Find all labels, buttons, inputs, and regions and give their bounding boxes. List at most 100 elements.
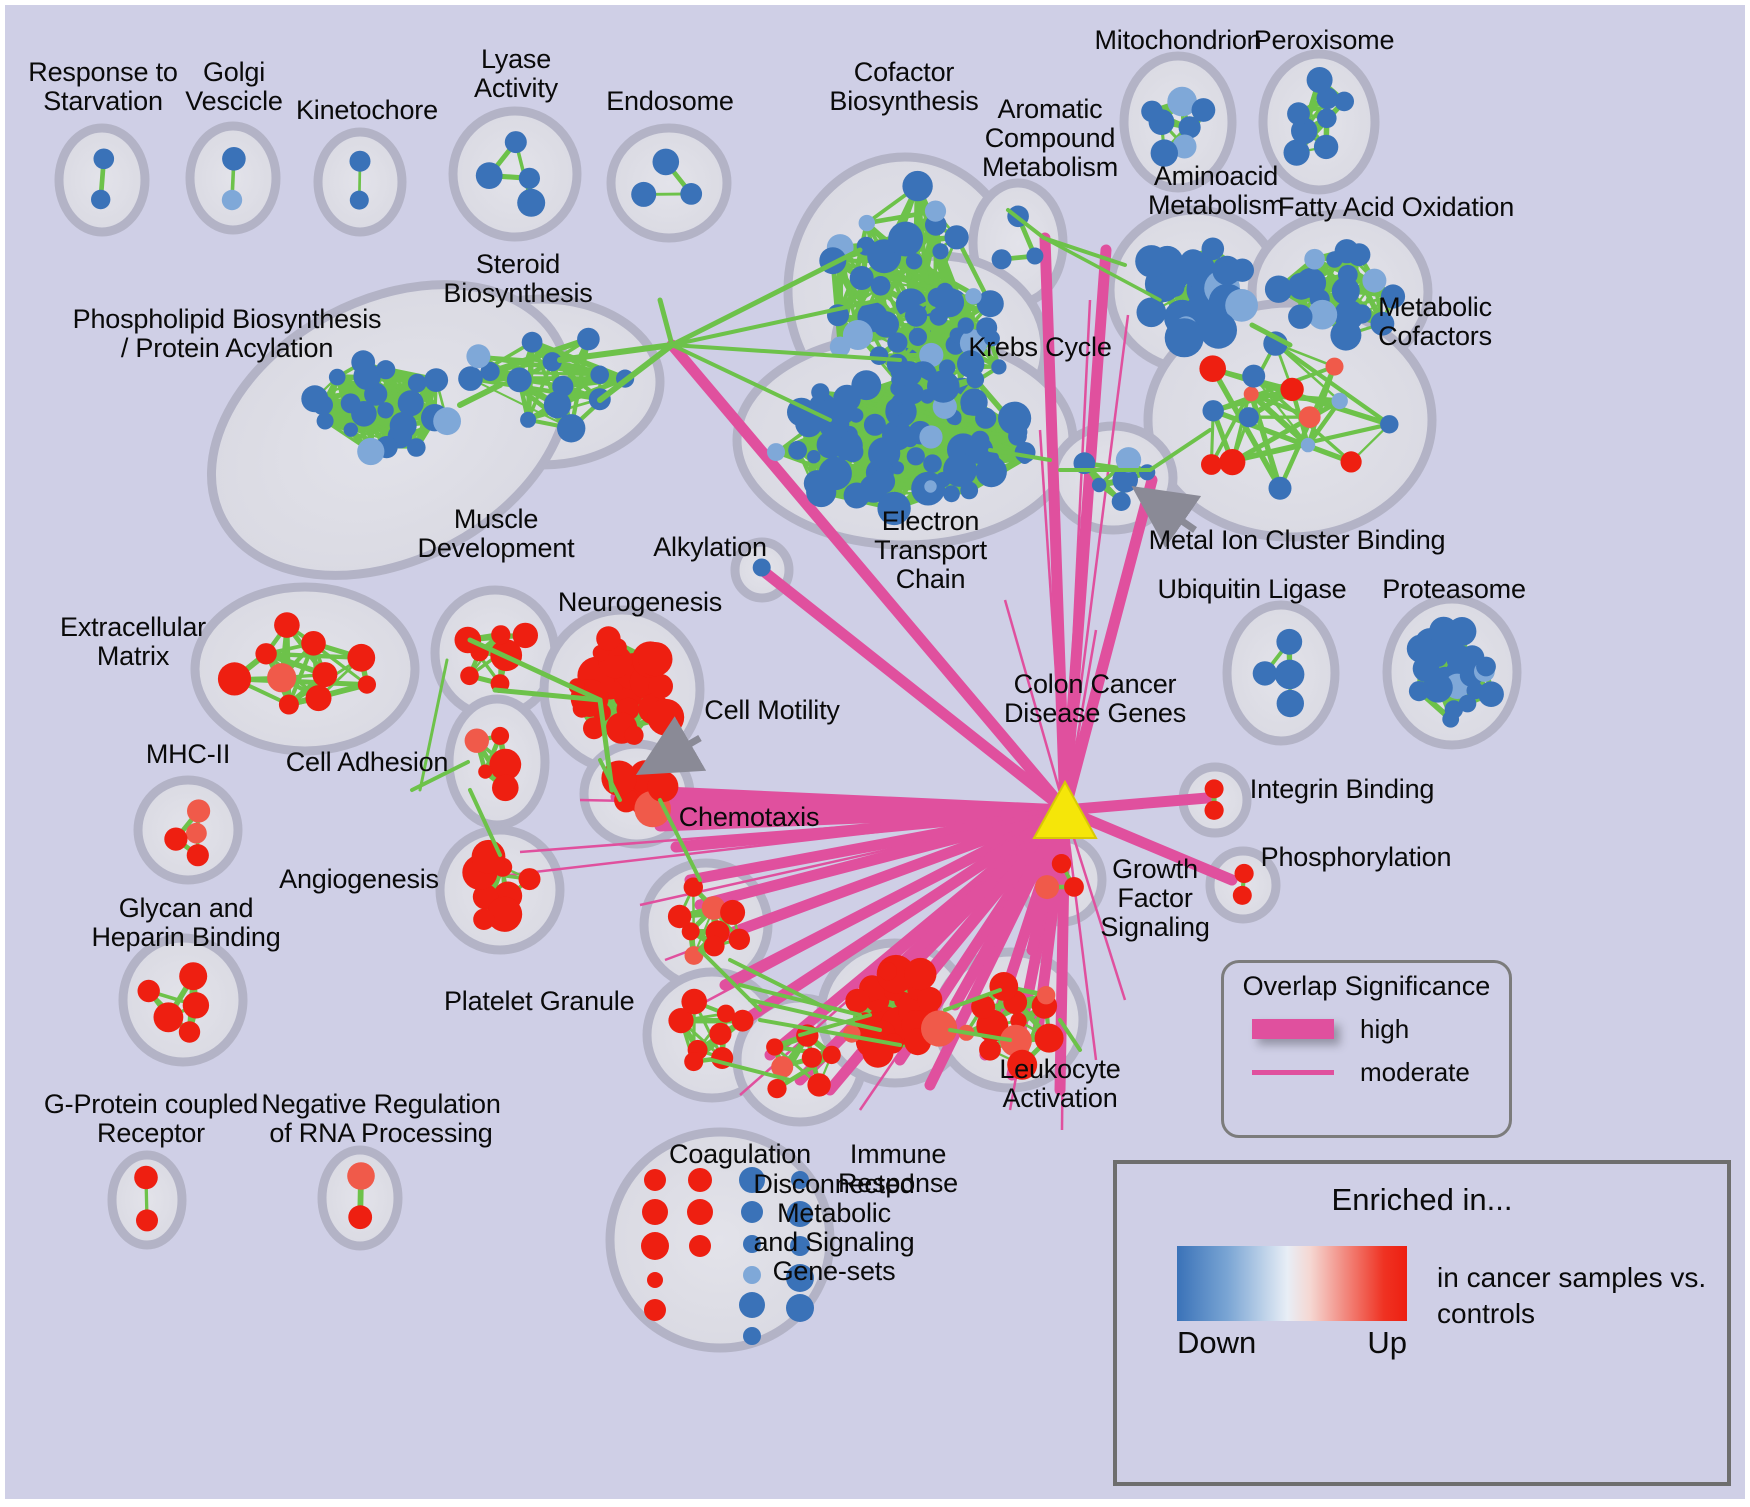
gene-set-node[interactable] (641, 1232, 669, 1260)
gene-set-node[interactable] (489, 748, 522, 781)
gene-set-node[interactable] (134, 1165, 158, 1190)
gene-set-node[interactable] (91, 189, 111, 210)
gene-set-node[interactable] (642, 1199, 668, 1225)
gene-set-node[interactable] (267, 663, 297, 693)
gene-set-node[interactable] (878, 962, 897, 981)
gene-set-node[interactable] (512, 622, 538, 649)
gene-set-node[interactable] (1287, 272, 1315, 300)
gene-set-node[interactable] (869, 346, 889, 366)
gene-set-node[interactable] (1306, 67, 1333, 93)
gene-set-node[interactable] (1180, 249, 1206, 276)
gene-set-node[interactable] (791, 1171, 809, 1189)
gene-set-node[interactable] (788, 440, 807, 460)
gene-set-node[interactable] (504, 131, 527, 154)
gene-set-node[interactable] (728, 928, 750, 950)
gene-set-node[interactable] (301, 631, 326, 656)
gene-set-node[interactable] (767, 1079, 787, 1099)
gene-set-node[interactable] (1201, 454, 1222, 475)
gene-set-node[interactable] (1036, 986, 1056, 1005)
gene-set-node[interactable] (1014, 442, 1036, 463)
gene-set-node[interactable] (1268, 476, 1292, 500)
gene-set-node[interactable] (667, 904, 692, 929)
gene-set-node[interactable] (1330, 319, 1362, 351)
gene-set-node[interactable] (858, 214, 875, 232)
gene-set-node[interactable] (786, 1264, 814, 1292)
gene-set-node[interactable] (543, 391, 572, 419)
gene-set-node[interactable] (927, 287, 948, 308)
gene-set-node[interactable] (407, 438, 426, 457)
gene-set-node[interactable] (849, 266, 874, 290)
gene-set-node[interactable] (473, 908, 495, 930)
gene-set-node[interactable] (890, 461, 905, 475)
gene-set-node[interactable] (923, 454, 942, 474)
gene-set-node[interactable] (347, 1162, 375, 1190)
gene-set-node[interactable] (1331, 277, 1360, 305)
gene-set-node[interactable] (1283, 139, 1310, 166)
gene-set-node[interactable] (905, 253, 923, 270)
gene-set-node[interactable] (851, 370, 882, 401)
gene-set-node[interactable] (1164, 318, 1204, 358)
gene-set-node[interactable] (1263, 331, 1288, 356)
gene-set-node[interactable] (487, 896, 523, 932)
gene-set-node[interactable] (739, 1292, 765, 1318)
gene-set-node[interactable] (278, 694, 299, 715)
gene-set-node[interactable] (924, 200, 947, 222)
gene-set-node[interactable] (743, 1327, 761, 1345)
gene-set-node[interactable] (1111, 492, 1131, 511)
gene-set-node[interactable] (1476, 656, 1496, 677)
gene-set-node[interactable] (957, 317, 974, 334)
gene-set-node[interactable] (829, 336, 851, 358)
gene-set-node[interactable] (701, 896, 726, 920)
gene-set-node[interactable] (904, 957, 937, 991)
gene-set-node[interactable] (518, 167, 541, 189)
gene-set-node[interactable] (919, 342, 944, 368)
gene-set-node[interactable] (542, 352, 562, 372)
gene-set-node[interactable] (1274, 659, 1305, 690)
gene-set-node[interactable] (1238, 407, 1259, 428)
gene-set-node[interactable] (1204, 779, 1224, 799)
gene-set-node[interactable] (1136, 297, 1167, 328)
gene-set-node[interactable] (1225, 289, 1258, 322)
gene-set-node[interactable] (888, 221, 924, 257)
gene-set-node[interactable] (902, 170, 933, 202)
gene-set-node[interactable] (1317, 108, 1337, 129)
gene-set-node[interactable] (1380, 415, 1399, 434)
gene-set-node[interactable] (984, 463, 1005, 484)
gene-set-node[interactable] (1202, 400, 1224, 422)
gene-set-node[interactable] (806, 476, 837, 508)
gene-set-node[interactable] (1362, 268, 1387, 293)
gene-set-node[interactable] (1242, 364, 1266, 388)
gene-set-node[interactable] (478, 764, 493, 779)
gene-set-node[interactable] (1201, 237, 1225, 261)
gene-set-node[interactable] (1442, 710, 1460, 728)
gene-set-node[interactable] (1191, 98, 1216, 122)
gene-set-node[interactable] (347, 643, 376, 672)
gene-set-node[interactable] (921, 1010, 958, 1047)
gene-set-node[interactable] (960, 481, 979, 500)
gene-set-node[interactable] (1243, 386, 1259, 402)
gene-set-node[interactable] (944, 225, 969, 250)
gene-set-node[interactable] (1141, 100, 1163, 123)
gene-set-node[interactable] (1408, 681, 1430, 702)
gene-set-node[interactable] (902, 382, 924, 404)
gene-set-node[interactable] (1007, 1049, 1038, 1080)
gene-set-node[interactable] (93, 148, 115, 170)
hub-triangle-colon-cancer-disease-genes[interactable] (1032, 779, 1098, 839)
gene-set-node[interactable] (703, 935, 725, 957)
gene-set-node[interactable] (518, 868, 541, 891)
gene-set-node[interactable] (1051, 854, 1072, 874)
gene-set-node[interactable] (521, 331, 543, 353)
gene-set-node[interactable] (644, 1169, 666, 1191)
gene-set-node[interactable] (1167, 86, 1197, 117)
gene-set-node[interactable] (991, 249, 1012, 270)
gene-set-node[interactable] (943, 453, 977, 487)
gene-set-node[interactable] (1230, 258, 1255, 282)
gene-set-node[interactable] (631, 181, 657, 207)
gene-set-node[interactable] (164, 827, 188, 851)
gene-set-node[interactable] (1172, 134, 1197, 159)
gene-set-node[interactable] (349, 190, 369, 210)
gene-set-node[interactable] (684, 1052, 704, 1072)
gene-set-node[interactable] (1331, 392, 1348, 410)
gene-set-node[interactable] (433, 407, 461, 436)
gene-set-node[interactable] (1340, 451, 1362, 473)
